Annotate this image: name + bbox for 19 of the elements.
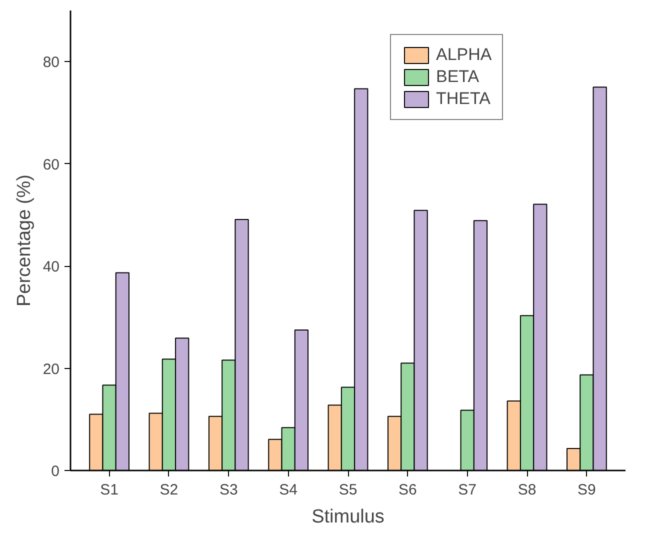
x-tick-label: S3 (219, 482, 238, 498)
x-tick-label: S6 (398, 482, 417, 498)
y-tick-label: 60 (42, 156, 60, 174)
y-tick-label: 20 (42, 360, 60, 378)
y-tick-label: 40 (42, 258, 60, 276)
x-tick-label: S4 (279, 482, 298, 498)
legend-label: BETA (436, 67, 480, 87)
x-tick-label: S9 (578, 482, 596, 498)
y-tick-label: 80 (42, 54, 60, 72)
y-axis-title: Percentage (%) (14, 174, 35, 307)
y-tick-label: 0 (51, 463, 60, 480)
x-tick-label: S8 (518, 482, 536, 498)
x-tick-label: S5 (338, 482, 358, 498)
x-axis-title: Stimulus (312, 506, 384, 528)
legend-label: THETA (436, 89, 490, 109)
x-tick-label: S7 (458, 482, 477, 498)
legend-label: ALPHA (436, 45, 492, 65)
x-tick-label: S1 (100, 482, 118, 498)
x-tick-label: S2 (160, 482, 178, 498)
